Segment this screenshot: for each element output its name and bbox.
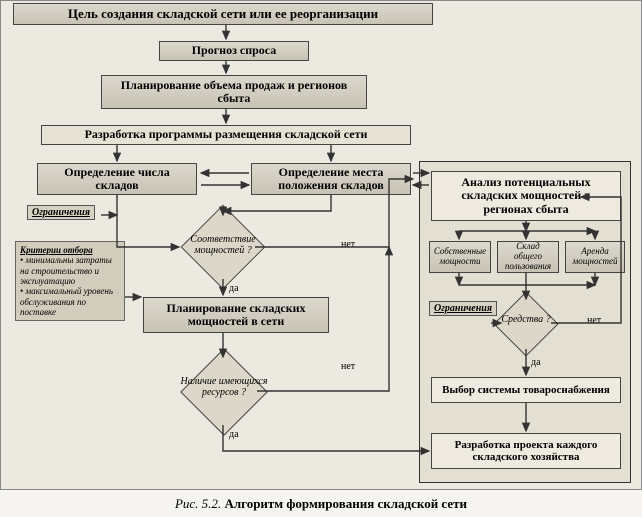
label-constraints-1: Ограничения	[27, 205, 95, 220]
decision-capacity-match	[181, 205, 266, 290]
decision-resources	[180, 348, 268, 436]
lbl-yes-3: да	[531, 357, 541, 368]
node-own: Собственные мощности	[429, 241, 491, 273]
node-analysis: Анализ потенциальных складских мощностей…	[431, 171, 621, 221]
criteria-b2: максимальный уровень обслуживания по пос…	[20, 286, 113, 317]
criteria-title: Критерии отбора	[20, 245, 93, 255]
lbl-no-1: нет	[341, 239, 355, 250]
flowchart-canvas: Цель создания складской сети или ее реор…	[0, 0, 642, 490]
node-goal: Цель создания складской сети или ее реор…	[13, 3, 433, 25]
node-location: Определение места положения складов	[251, 163, 411, 195]
node-plan-capacities: Планирование складских мощностей в сети	[143, 297, 329, 333]
node-program: Разработка программы размещения складско…	[41, 125, 411, 145]
lbl-yes-2: да	[229, 429, 239, 440]
lbl-no-3: нет	[587, 315, 601, 326]
node-supply-system: Выбор системы товароснабжения	[431, 377, 621, 403]
caption-text: Алгоритм формирования складской сети	[224, 496, 467, 511]
node-forecast: Прогноз спроса	[159, 41, 309, 61]
node-rent: Аренда мощностей	[565, 241, 625, 273]
node-sales-plan: Планирование объема продаж и регионов сб…	[101, 75, 367, 109]
criteria-note: Критерии отбора • минимальны затраты на …	[15, 241, 125, 321]
node-count: Определение числа складов	[37, 163, 197, 195]
caption-prefix: Рис. 5.2.	[175, 496, 221, 511]
criteria-b1: минимальны затраты на строительство и эк…	[20, 255, 112, 286]
lbl-yes-1: да	[229, 283, 239, 294]
node-public-wh: Склад общего пользования	[497, 241, 559, 273]
label-constraints-2: Ограничения	[429, 301, 497, 316]
lbl-no-2: нет	[341, 361, 355, 372]
node-project: Разработка проекта каждого складского хо…	[431, 433, 621, 469]
figure-caption: Рис. 5.2. Алгоритм формирования складско…	[0, 490, 642, 516]
